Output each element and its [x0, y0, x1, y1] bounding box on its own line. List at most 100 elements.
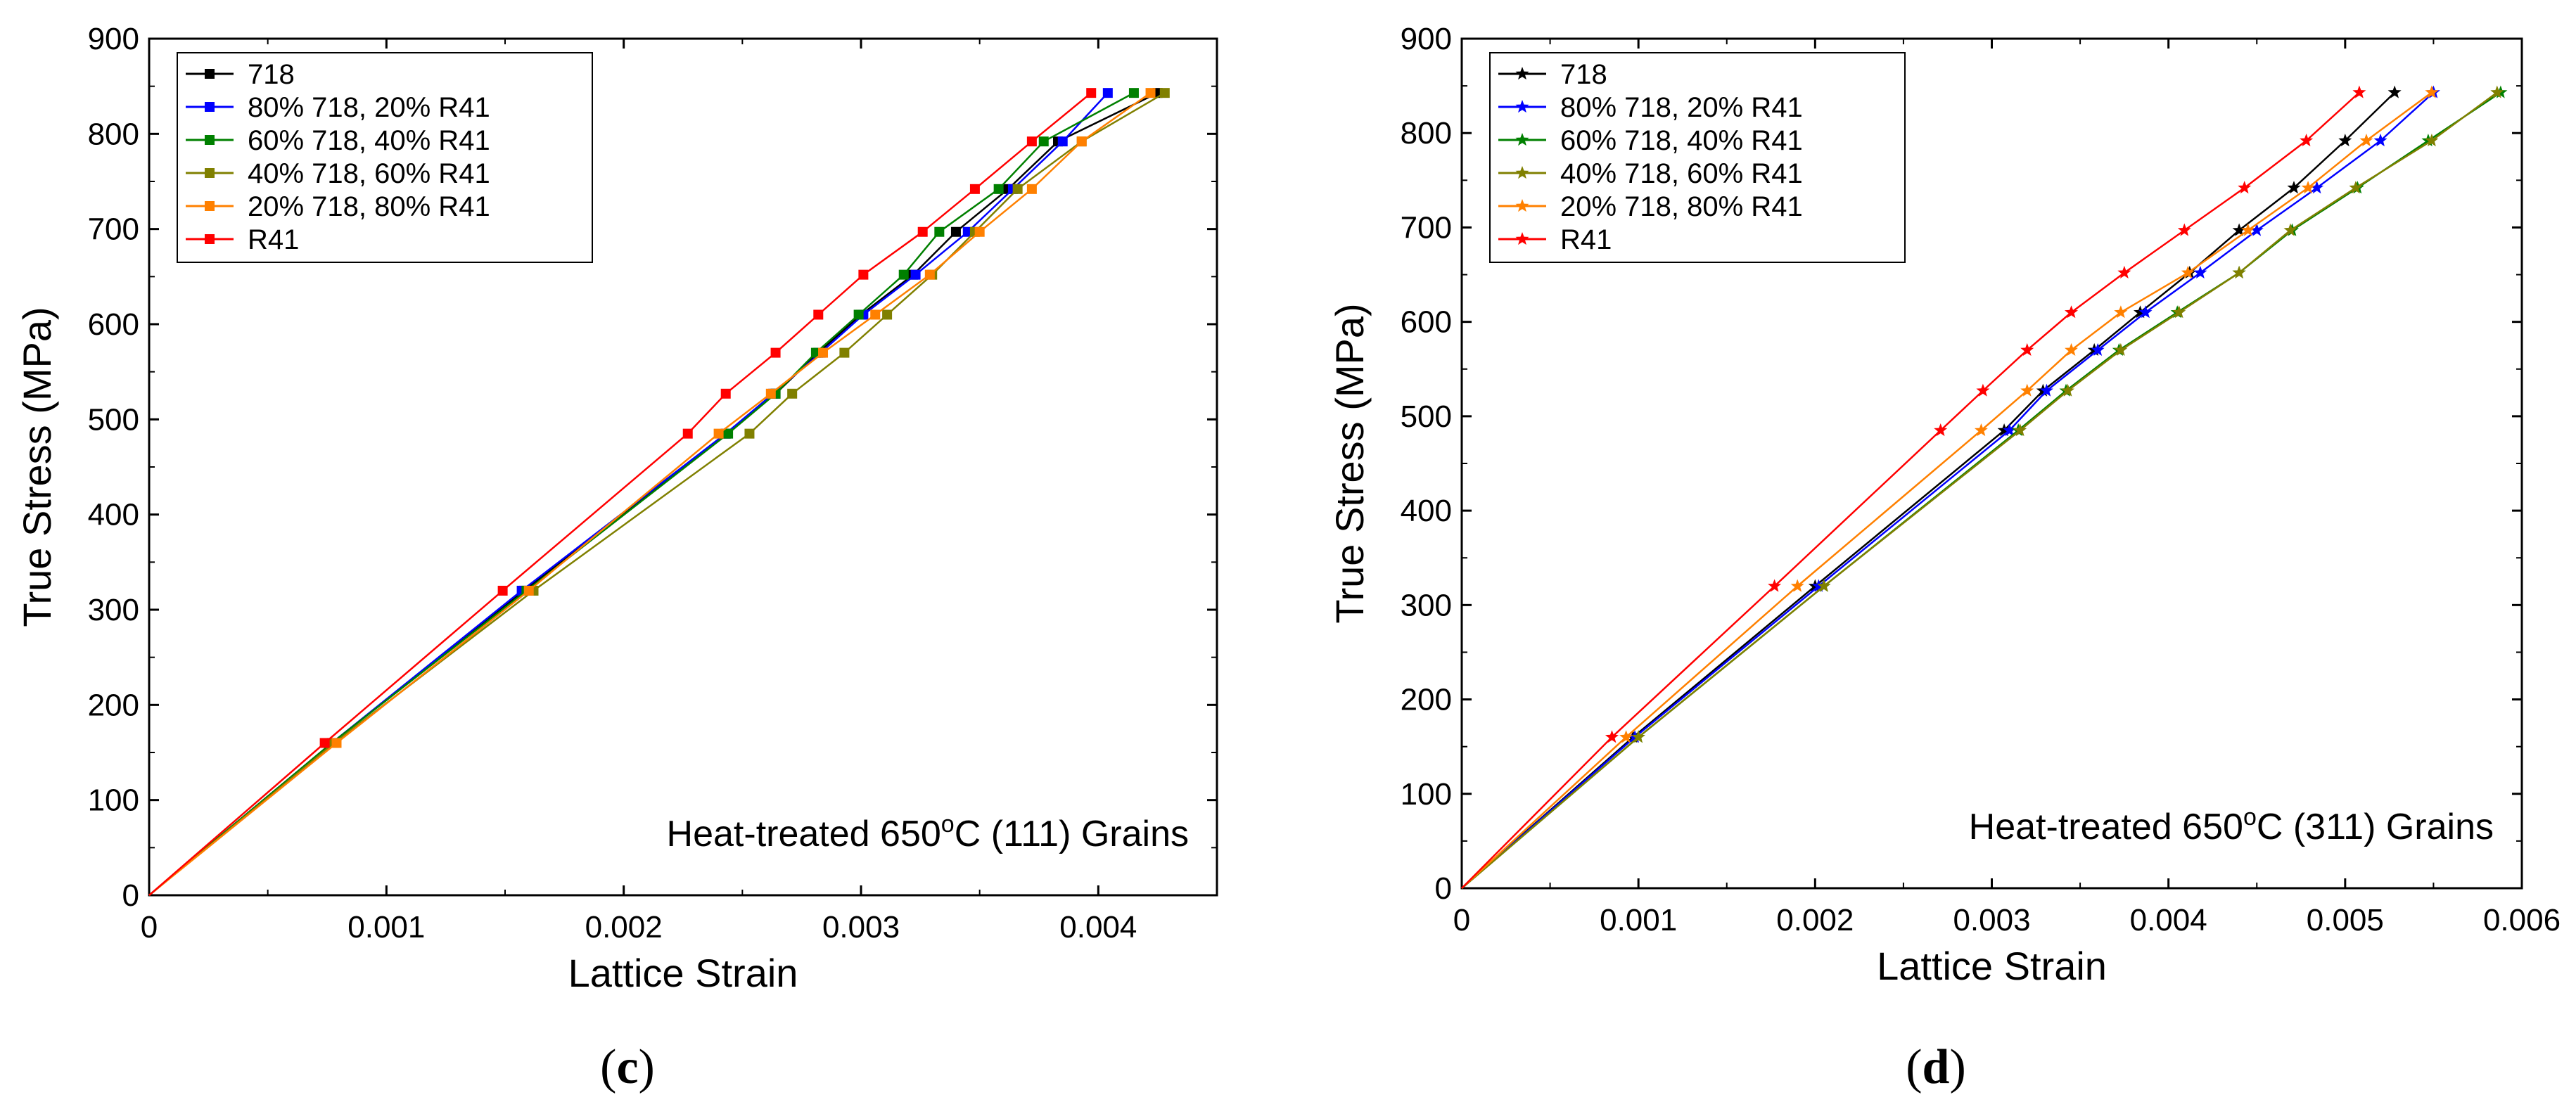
series-6 [1461, 85, 2366, 889]
data-point [2287, 181, 2301, 194]
legend-box [177, 52, 593, 263]
chart-annotation: Heat-treated 650oC (111) Grains [667, 811, 1189, 854]
data-point [2134, 305, 2147, 319]
legend-box [1489, 52, 1906, 263]
data-point [1934, 423, 1948, 437]
y-tick-label: 900 [1401, 22, 1452, 56]
data-point [2387, 85, 2402, 98]
y-axis-title: True Stress (MPa) [1327, 303, 1372, 623]
data-point [523, 585, 534, 596]
data-point [2114, 342, 2128, 356]
data-point [2283, 223, 2297, 236]
y-tick-label: 500 [88, 402, 139, 437]
y-tick-label: 400 [1401, 494, 1452, 528]
chart-annotation: Heat-treated 650oC (311) Grains [1969, 804, 2494, 847]
legend-item: 60% 718, 40% R41 [1498, 125, 1803, 156]
series-6 [148, 88, 1097, 896]
data-point [1817, 579, 1831, 592]
series-line [1461, 91, 2360, 889]
y-tick-label: 400 [88, 498, 139, 532]
series-5 [148, 88, 1156, 896]
legend-item: 60% 718, 40% R41 [186, 125, 490, 156]
legend-item: 40% 718, 60% R41 [1498, 158, 1803, 189]
data-point [744, 428, 755, 439]
x-tick-label: 0.004 [1059, 910, 1137, 944]
legend-label: 40% 718, 60% R41 [1560, 158, 1803, 189]
data-point [2020, 342, 2034, 356]
y-tick-label: 900 [88, 22, 139, 56]
data-point [1086, 88, 1097, 98]
data-point [2373, 134, 2387, 147]
legend-label: 40% 718, 60% R41 [248, 158, 490, 189]
data-point [2091, 342, 2105, 356]
y-tick-label: 0 [122, 878, 139, 913]
series-4 [1461, 85, 2504, 889]
data-point [1997, 423, 2011, 437]
legend-marker [205, 168, 215, 178]
x-tick-label: 0.002 [585, 910, 663, 944]
data-point [2193, 265, 2207, 278]
data-point [818, 347, 829, 358]
data-point [934, 226, 945, 237]
data-point [1057, 136, 1068, 147]
y-tick-label: 500 [1401, 399, 1452, 434]
series-line [148, 91, 1135, 896]
legend-item: 40% 718, 60% R41 [186, 158, 490, 189]
y-tick-label: 100 [88, 783, 139, 818]
series-line [1461, 91, 2498, 889]
data-point [2300, 134, 2314, 147]
data-point [1768, 579, 1782, 592]
data-point [2232, 265, 2246, 278]
series-line [148, 91, 1159, 896]
data-point [319, 738, 330, 748]
data-point [2117, 265, 2131, 278]
x-tick-label: 0 [1453, 903, 1470, 937]
data-point [1974, 423, 1988, 437]
data-point [2232, 223, 2246, 236]
data-point [2003, 423, 2017, 437]
legend-label: 80% 718, 20% R41 [248, 92, 490, 123]
legend-label: 20% 718, 80% R41 [248, 191, 490, 222]
y-tick-label: 100 [1401, 777, 1452, 812]
data-point [2177, 223, 2191, 236]
legend-marker [1515, 232, 1529, 245]
data-point [2013, 423, 2027, 437]
data-point [2338, 134, 2352, 147]
y-tick-label: 700 [1401, 210, 1452, 245]
data-point [858, 269, 869, 280]
legend-label: 20% 718, 80% R41 [1560, 191, 1803, 222]
legend-label: 718 [1560, 59, 1607, 90]
y-tick-label: 600 [1401, 305, 1452, 340]
x-tick-label: 0.003 [822, 910, 900, 944]
legend-marker [205, 69, 215, 79]
data-point [1038, 136, 1049, 147]
y-tick-label: 700 [88, 212, 139, 247]
data-point [497, 585, 508, 596]
legend-marker [205, 135, 215, 145]
y-axis-title: True Stress (MPa) [15, 307, 59, 627]
y-tick-label: 200 [88, 688, 139, 722]
data-point [2039, 383, 2053, 397]
data-point [1145, 88, 1156, 98]
data-point [1026, 136, 1037, 147]
data-point [1631, 730, 1645, 743]
data-point [898, 269, 909, 280]
data-point [1128, 88, 1139, 98]
data-point [2114, 305, 2128, 319]
x-axis-title: Lattice Strain [1877, 944, 2107, 988]
data-point [2172, 305, 2186, 319]
series-line [148, 92, 1092, 896]
data-point [917, 226, 928, 237]
panel-label-c: (c) [600, 1040, 655, 1094]
data-point [950, 226, 961, 237]
data-point [2425, 134, 2439, 147]
legend-item: 718 [186, 59, 295, 90]
data-point [765, 388, 776, 399]
legend-item: R41 [186, 224, 299, 255]
data-point [2061, 383, 2074, 397]
legend-marker [205, 201, 215, 211]
data-point [1159, 88, 1170, 98]
data-point [1012, 184, 1023, 194]
data-point [2425, 85, 2439, 98]
